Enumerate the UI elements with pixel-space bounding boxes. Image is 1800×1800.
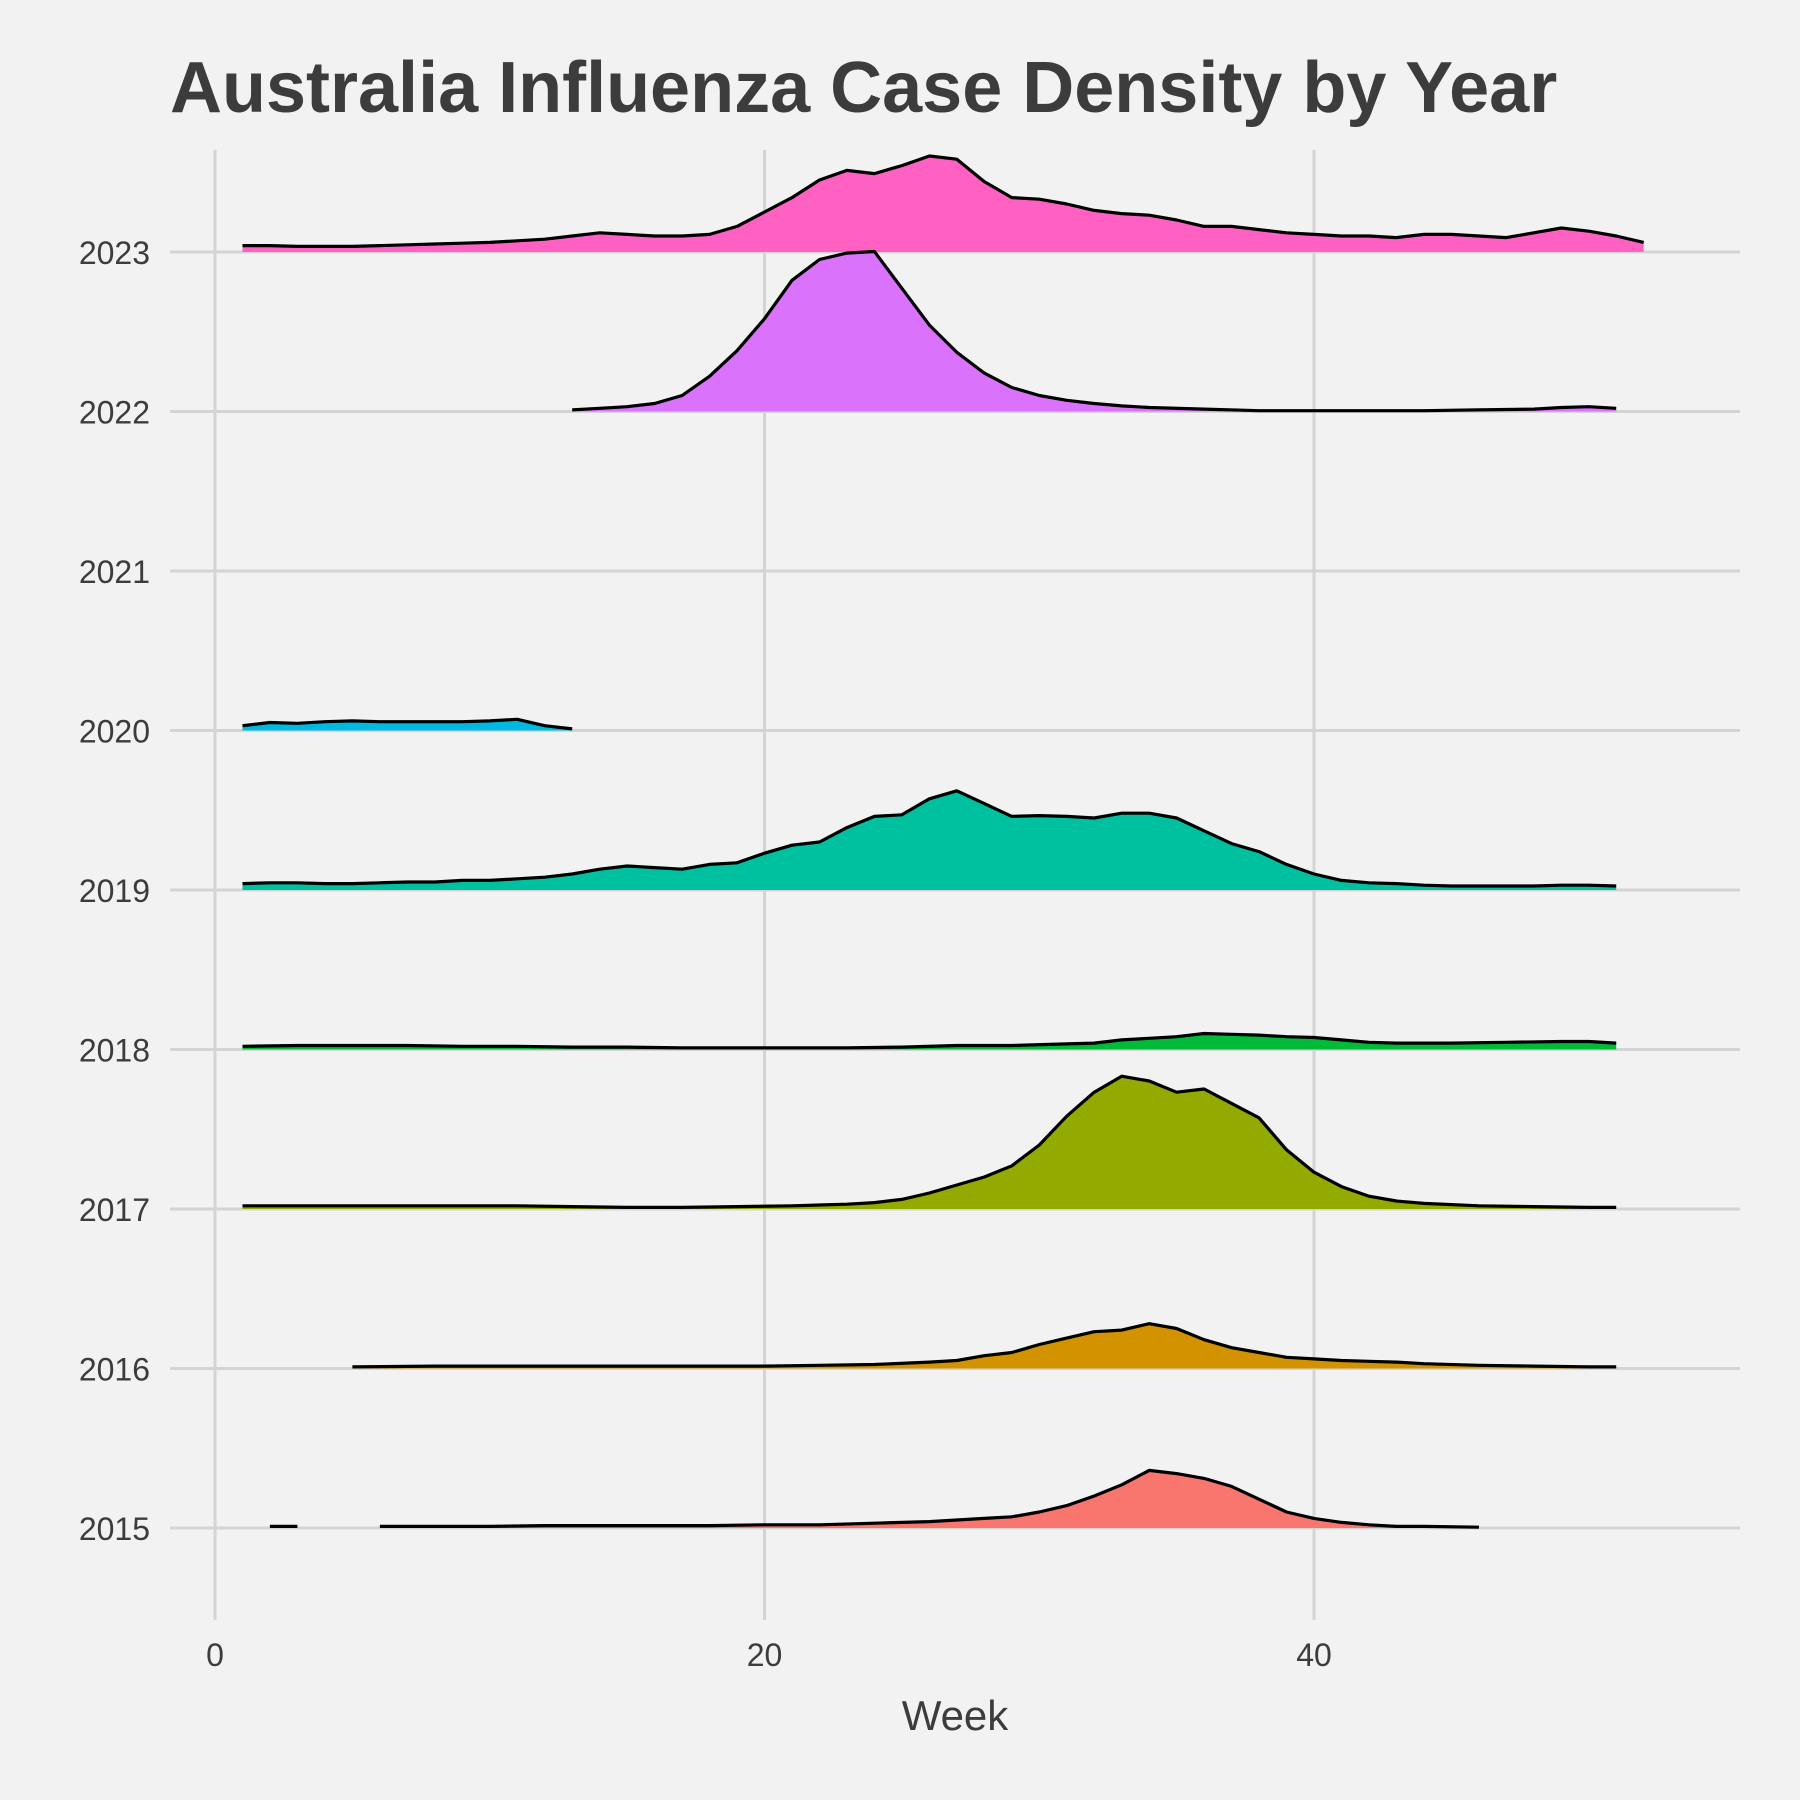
ridge-area-2017-0	[242, 1076, 1617, 1209]
y-tick-label-2019: 2019	[79, 873, 150, 909]
ridge-2018	[242, 1031, 1617, 1050]
ridge-area-2023-0	[242, 156, 1644, 252]
ridge-2020	[242, 717, 573, 731]
y-tick-label-2016: 2016	[79, 1352, 150, 1388]
x-tick-labels: 0 20 40	[206, 1637, 1332, 1673]
x-axis-title: Week	[902, 1692, 1010, 1739]
ridge-2017	[242, 1074, 1617, 1209]
y-tick-labels: 2015 2016 2017 2018 2019 2020 2021 2022 2023	[79, 235, 150, 1547]
ridge-area-2022-0	[572, 251, 1617, 412]
y-tick-label-2017: 2017	[79, 1192, 150, 1228]
ridge-line-2017-0	[242, 1074, 1617, 1209]
ridge-line-2020-0	[242, 717, 573, 731]
y-tick-label-2020: 2020	[79, 714, 150, 750]
chart-title: Australia Influenza Case Density by Year	[170, 48, 1557, 128]
x-tick-label-0: 0	[206, 1637, 224, 1673]
x-tick-label-20: 20	[747, 1637, 783, 1673]
ridge-area-2016-0	[352, 1323, 1617, 1369]
ridges	[242, 154, 1645, 1529]
ridge-line-2018-0	[242, 1031, 1617, 1050]
ridge-line-2016-0	[352, 1322, 1617, 1369]
ridge-line-2022-0	[572, 249, 1617, 413]
y-tick-label-2015: 2015	[79, 1511, 150, 1547]
y-tick-label-2018: 2018	[79, 1033, 150, 1069]
ridge-2022	[572, 249, 1617, 413]
ridge-2016	[352, 1322, 1617, 1369]
ridge-2023	[242, 154, 1645, 252]
y-tick-label-2021: 2021	[79, 554, 150, 590]
ridge-line-2019-0	[242, 789, 1617, 888]
ridge-area-2015-1	[379, 1470, 1479, 1528]
ridge-line-2023-0	[242, 154, 1645, 248]
ridge-line-2015-1	[379, 1468, 1479, 1529]
x-tick-label-40: 40	[1296, 1637, 1332, 1673]
y-tick-label-2022: 2022	[79, 395, 150, 431]
ridge-2015	[269, 1468, 1479, 1529]
y-tick-label-2023: 2023	[79, 235, 150, 271]
ridge-area-2019-0	[242, 790, 1617, 890]
ridge-2019	[242, 789, 1617, 890]
